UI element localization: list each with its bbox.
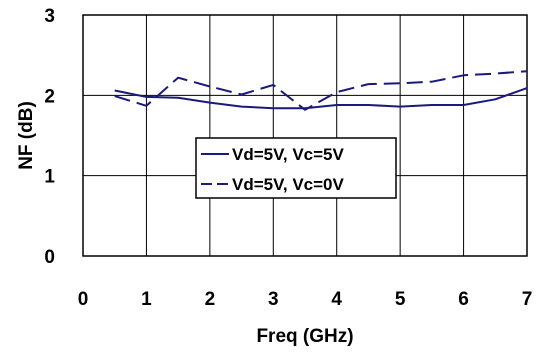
x-tick-label-3: 3 xyxy=(268,289,279,310)
series-line-2 xyxy=(114,70,528,111)
x-tick-label-4: 4 xyxy=(331,289,342,310)
series-line-1 xyxy=(114,87,528,110)
legend-label-1: Vd=5V, Vc=5V xyxy=(232,145,345,164)
legend-box xyxy=(195,137,397,199)
y-tick-label-3: 3 xyxy=(44,6,55,27)
x-axis-tick-labels: 0 1 2 3 4 5 6 7 xyxy=(78,289,533,310)
y-tick-label-2: 2 xyxy=(44,86,55,107)
x-tick-label-1: 1 xyxy=(141,289,152,310)
series-layer xyxy=(114,70,528,111)
x-tick-label-0: 0 xyxy=(78,289,89,310)
x-tick-label-7: 7 xyxy=(522,289,533,310)
x-tick-label-5: 5 xyxy=(395,289,406,310)
y-axis-title: NF (dB) xyxy=(16,101,37,170)
legend: Vd=5V, Vc=5V Vd=5V, Vc=0V xyxy=(195,137,397,199)
x-tick-label-6: 6 xyxy=(458,289,469,310)
plot-area-frame xyxy=(82,14,528,257)
y-axis-tick-labels: 0 1 2 3 xyxy=(44,6,55,268)
y-tick-label-1: 1 xyxy=(44,167,55,188)
x-axis-title: Freq (GHz) xyxy=(256,326,353,347)
x-tick-label-2: 2 xyxy=(205,289,216,310)
legend-label-2: Vd=5V, Vc=0V xyxy=(232,175,345,194)
y-tick-label-0: 0 xyxy=(44,247,55,268)
